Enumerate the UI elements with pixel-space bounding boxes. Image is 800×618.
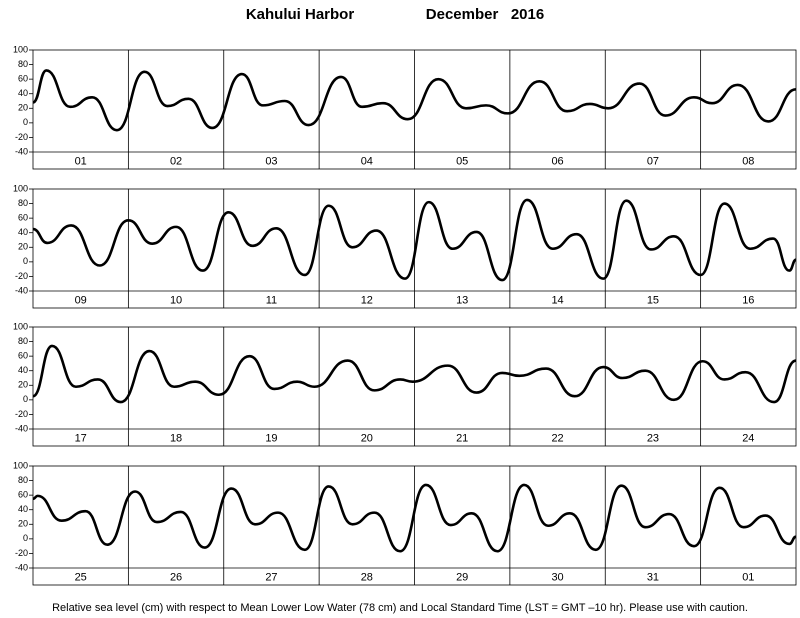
- y-tick-label: 80: [18, 59, 28, 69]
- y-tick-label: -20: [15, 548, 28, 558]
- y-tick-label: 0: [23, 117, 28, 127]
- day-label: 20: [361, 432, 373, 444]
- y-tick-label: 40: [18, 365, 28, 375]
- y-tick-label: 100: [13, 321, 28, 331]
- tide-curve: [32, 198, 797, 282]
- day-label: 17: [75, 432, 87, 444]
- y-tick-label: 20: [18, 380, 28, 390]
- day-label: 27: [265, 571, 277, 583]
- y-tick-label: 40: [18, 227, 28, 237]
- y-tick-label: -20: [15, 409, 28, 419]
- day-label: 19: [265, 432, 277, 444]
- y-tick-label: -20: [15, 132, 28, 142]
- month-title: December 2016: [426, 6, 544, 23]
- y-tick-label: -40: [15, 146, 28, 156]
- day-label: 22: [551, 432, 563, 444]
- day-label: 21: [456, 432, 468, 444]
- day-label: 01: [75, 155, 87, 167]
- day-label: 07: [647, 155, 659, 167]
- day-label: 03: [265, 155, 277, 167]
- tide-curve: [32, 483, 797, 553]
- day-label: 11: [266, 294, 277, 306]
- y-tick-label: 20: [18, 103, 28, 113]
- tide-curve: [32, 69, 797, 132]
- y-tick-label: -40: [15, 562, 28, 572]
- tide-curve: [32, 344, 797, 404]
- y-tick-label: -40: [15, 423, 28, 433]
- day-label: 05: [456, 155, 468, 167]
- day-label: 12: [361, 294, 373, 306]
- y-tick-label: 60: [18, 490, 28, 500]
- day-label: 24: [742, 432, 754, 444]
- day-label: 15: [647, 294, 659, 306]
- y-tick-label: 60: [18, 74, 28, 84]
- y-tick-label: 20: [18, 242, 28, 252]
- day-label: 04: [361, 155, 373, 167]
- y-tick-label: 100: [13, 183, 28, 193]
- day-label: 30: [551, 571, 563, 583]
- day-label: 01: [742, 571, 754, 583]
- station-title: Kahului Harbor: [246, 6, 355, 23]
- y-tick-label: 0: [23, 394, 28, 404]
- day-label: 06: [551, 155, 563, 167]
- day-label: 29: [456, 571, 468, 583]
- day-label: 18: [170, 432, 182, 444]
- day-label: 16: [742, 294, 754, 306]
- y-tick-label: 60: [18, 213, 28, 223]
- y-tick-label: 20: [18, 519, 28, 529]
- day-label: 14: [551, 294, 563, 306]
- day-label: 13: [456, 294, 468, 306]
- footnote: Relative sea level (cm) with respect to …: [52, 602, 748, 614]
- y-tick-label: -20: [15, 271, 28, 281]
- day-label: 09: [75, 294, 87, 306]
- day-label: 25: [75, 571, 87, 583]
- y-tick-label: 0: [23, 533, 28, 543]
- y-tick-label: 80: [18, 475, 28, 485]
- day-label: 23: [647, 432, 659, 444]
- y-tick-label: 40: [18, 88, 28, 98]
- y-tick-label: 60: [18, 351, 28, 361]
- y-tick-label: 80: [18, 198, 28, 208]
- y-tick-label: -40: [15, 285, 28, 295]
- day-label: 31: [647, 571, 659, 583]
- y-tick-label: 100: [13, 44, 28, 54]
- y-tick-label: 100: [13, 460, 28, 470]
- y-tick-label: 0: [23, 256, 28, 266]
- y-tick-label: 80: [18, 336, 28, 346]
- day-label: 26: [170, 571, 182, 583]
- y-tick-label: 40: [18, 504, 28, 514]
- day-label: 02: [170, 155, 182, 167]
- day-label: 28: [361, 571, 373, 583]
- day-label: 10: [170, 294, 182, 306]
- day-label: 08: [742, 155, 754, 167]
